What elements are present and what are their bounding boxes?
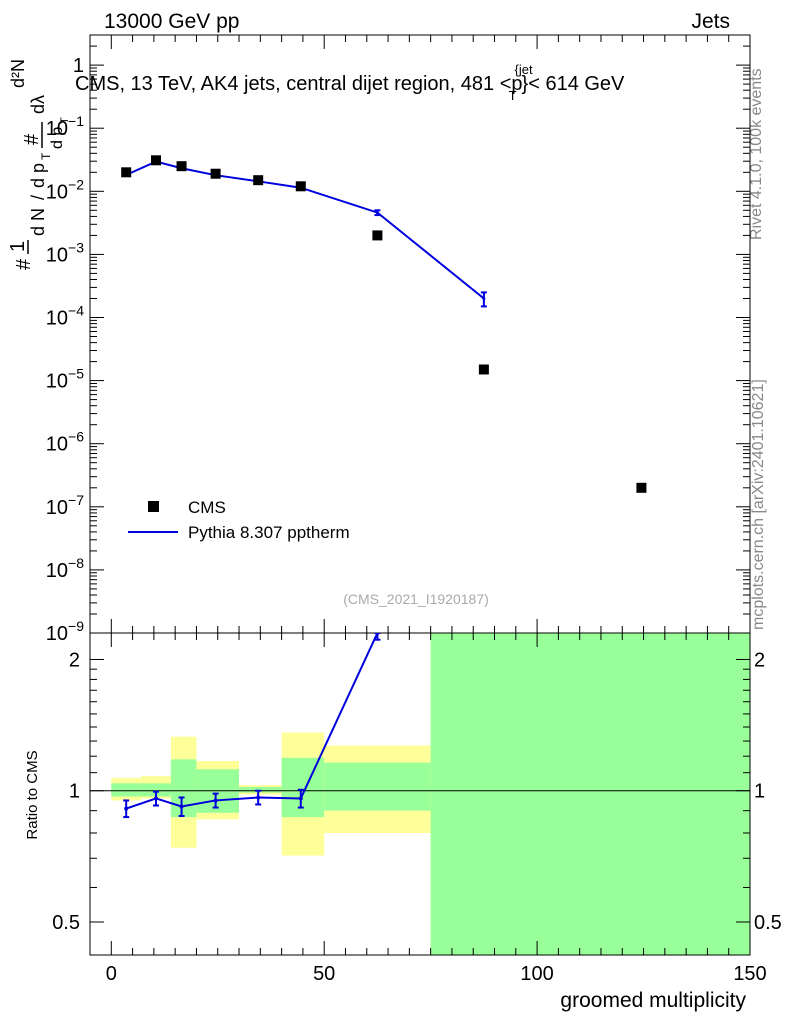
y-tick-label: 10−9 [46, 618, 84, 645]
x-tick-label: 50 [313, 963, 335, 985]
ratio-point [298, 796, 303, 801]
analysis-id-label: (CMS_2021_I1920187) [343, 591, 489, 607]
stat-uncertainty-band [111, 783, 142, 797]
ratio-y-tick-label-right: 0.5 [754, 912, 782, 934]
stat-uncertainty-band [141, 783, 171, 797]
stat-uncertainty-band [430, 633, 750, 955]
y-label-hash2: # [21, 133, 43, 145]
y-label-t2: T [59, 117, 71, 124]
process-label: Jets [691, 10, 730, 33]
legend-cms-label: CMS [188, 498, 226, 517]
ratio-point [213, 798, 218, 803]
ratio-y-tick-label: 2 [69, 649, 80, 671]
ratio-point [179, 804, 184, 809]
ratio-y-tick-label-right: 2 [754, 649, 765, 671]
x-tick-label: 150 [733, 963, 766, 985]
y-label-dn: d N [28, 208, 48, 236]
y-tick-label: 10−4 [46, 303, 84, 330]
ratio-y-axis-title: Ratio to CMS [24, 750, 41, 839]
y-tick-label: 10−6 [46, 429, 84, 456]
x-tick-label: 0 [106, 963, 117, 985]
legend-pythia-label: Pythia 8.307 pptherm [188, 523, 350, 542]
ratio-y-tick-label-right: 1 [754, 781, 765, 803]
ratio-point [124, 806, 129, 811]
y-tick-label: 10−8 [46, 555, 84, 582]
cms-data-point [121, 167, 132, 178]
y-label-slash: / [28, 195, 48, 200]
ratio-frame [89, 632, 751, 956]
cms-data-point [210, 168, 221, 179]
y-label-dp: d p [28, 163, 48, 188]
pythia-point [375, 211, 379, 215]
energy-label: 13000 GeV pp [104, 10, 239, 33]
y-label-d2n: d²N [8, 59, 28, 88]
ratio-point [154, 796, 158, 801]
cms-data-point [151, 155, 161, 166]
y-label-dp2: d p [49, 127, 66, 149]
ratio-series-group [123, 633, 381, 819]
cms-data-point [636, 482, 647, 493]
y-tick-label: 10−3 [46, 239, 84, 266]
y-tick-label: 10−7 [46, 492, 84, 519]
cms-data-point [176, 161, 187, 172]
y-label-one: 1 [7, 241, 29, 252]
ratio-uncertainty-bands [111, 633, 750, 955]
y-label-hash: # [13, 258, 35, 270]
main-panel: 10−9 10−8 10−7 10−6 10−5 10−4 10−3 10−2 10−1 1 [46, 34, 751, 645]
ratio-point [256, 795, 261, 800]
pythia-point [482, 297, 486, 301]
chart-title: CMS, 13 TeV, AK4 jets, central dijet reg… [75, 62, 625, 103]
ratio-y-tick-label: 0.5 [52, 912, 80, 934]
y-label-t: T [39, 152, 53, 160]
cms-data-point [478, 364, 489, 375]
x-tick-label: 100 [520, 963, 553, 985]
y-label-dl: dλ [28, 95, 48, 114]
stat-uncertainty-band [324, 762, 431, 811]
x-axis-title: groomed multiplicity [560, 989, 746, 1012]
legend-cms-marker [148, 501, 159, 512]
y-tick-label: 10−1 [46, 113, 84, 140]
main-frame [89, 34, 751, 634]
y-tick-label: 1 [73, 55, 84, 77]
ratio-point [375, 633, 380, 635]
legend: CMS Pythia 8.307 pptherm [128, 498, 350, 542]
rivet-version-label: Rivet 4.1.0, 100k events [748, 68, 765, 240]
ratio-panel: 0 50 100 150 0.5 0.5 1 1 2 2 [52, 632, 782, 985]
mcplots-label: mcplots.cern.ch [arXiv:2401.10621] [750, 379, 767, 630]
cms-data-point [372, 230, 383, 241]
y-tick-label: 10−2 [46, 176, 84, 203]
stat-uncertainty-band [170, 759, 197, 818]
cms-data-point [295, 181, 306, 192]
y-tick-label: 10−5 [46, 366, 84, 393]
ratio-y-tick-label: 1 [69, 781, 80, 803]
cms-data-point [253, 175, 264, 186]
